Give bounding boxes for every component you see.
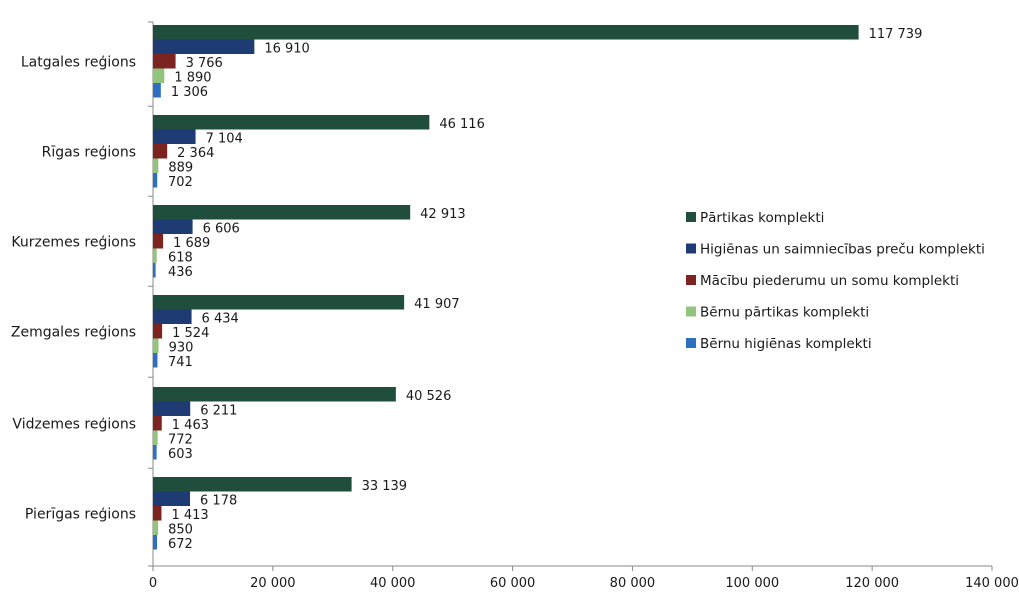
legend-swatch-higienas-un-saimniecibas-precu-komplekti bbox=[686, 243, 696, 254]
data-label-pierigas-regions-bernu-partikas-komplekti: 850 bbox=[168, 523, 193, 538]
bar-zemgales-regions-bernu-partikas-komplekti bbox=[153, 338, 159, 353]
data-label-rigas-regions-partikas-komplekti: 46 116 bbox=[439, 117, 485, 132]
x-tick-label: 140 000 bbox=[965, 576, 1019, 589]
data-label-vidzemes-regions-bernu-higienas-komplekti: 603 bbox=[168, 447, 193, 462]
bar-kurzemes-regions-partikas-komplekti bbox=[153, 205, 411, 220]
x-tick-label: 80 000 bbox=[610, 576, 656, 589]
category-label-pierigas-regions: Pierīgas reģions bbox=[25, 506, 136, 522]
data-label-rigas-regions-bernu-higienas-komplekti: 702 bbox=[168, 175, 193, 190]
x-tick-label: 120 000 bbox=[845, 576, 899, 589]
data-label-latgales-regions-bernu-partikas-komplekti: 1 890 bbox=[174, 71, 211, 86]
bar-rigas-regions-bernu-higienas-komplekti bbox=[153, 173, 158, 188]
data-label-vidzemes-regions-partikas-komplekti: 40 526 bbox=[406, 389, 452, 404]
bar-latgales-regions-bernu-higienas-komplekti bbox=[153, 83, 161, 98]
legend-label-partikas-komplekti: Pārtikas komplekti bbox=[700, 210, 824, 226]
data-label-kurzemes-regions-bernu-higienas-komplekti: 436 bbox=[168, 265, 193, 280]
bar-pierigas-regions-bernu-higienas-komplekti bbox=[153, 535, 158, 550]
data-label-zemgales-regions-partikas-komplekti: 41 907 bbox=[414, 297, 460, 312]
bar-rigas-regions-higienas-un-saimniecibas-precu-komplekti bbox=[153, 129, 196, 144]
data-label-vidzemes-regions-bernu-partikas-komplekti: 772 bbox=[168, 433, 193, 448]
x-tick-label: 100 000 bbox=[725, 576, 779, 589]
bar-kurzemes-regions-macibu-piederumu-un-somu-komplekti bbox=[153, 234, 164, 249]
bar-vidzemes-regions-partikas-komplekti bbox=[153, 387, 396, 402]
bar-latgales-regions-bernu-partikas-komplekti bbox=[153, 68, 165, 83]
category-label-vidzemes-regions: Vidzemes reģions bbox=[12, 416, 136, 432]
data-label-kurzemes-regions-bernu-partikas-komplekti: 618 bbox=[168, 251, 193, 266]
bar-kurzemes-regions-bernu-partikas-komplekti bbox=[153, 248, 157, 263]
bar-pierigas-regions-bernu-partikas-komplekti bbox=[153, 520, 159, 535]
bar-zemgales-regions-higienas-un-saimniecibas-precu-komplekti bbox=[153, 309, 192, 324]
legend-label-bernu-partikas-komplekti: Bērnu pārtikas komplekti bbox=[700, 305, 869, 321]
data-label-pierigas-regions-partikas-komplekti: 33 139 bbox=[362, 479, 408, 494]
legend-swatch-macibu-piederumu-un-somu-komplekti bbox=[686, 275, 696, 285]
data-label-rigas-regions-bernu-partikas-komplekti: 889 bbox=[168, 161, 193, 176]
data-label-pierigas-regions-macibu-piederumu-un-somu-komplekti: 1 413 bbox=[171, 508, 208, 523]
bar-pierigas-regions-macibu-piederumu-un-somu-komplekti bbox=[153, 506, 162, 521]
x-tick-label: 60 000 bbox=[490, 576, 536, 589]
category-label-zemgales-regions: Zemgales reģions bbox=[11, 324, 136, 340]
data-label-zemgales-regions-bernu-higienas-komplekti: 741 bbox=[168, 355, 193, 370]
data-label-latgales-regions-macibu-piederumu-un-somu-komplekti: 3 766 bbox=[186, 56, 223, 71]
bar-vidzemes-regions-bernu-higienas-komplekti bbox=[153, 445, 157, 460]
bar-vidzemes-regions-higienas-un-saimniecibas-precu-komplekti bbox=[153, 401, 191, 416]
legend-swatch-partikas-komplekti bbox=[686, 212, 696, 222]
data-label-kurzemes-regions-macibu-piederumu-un-somu-komplekti: 1 689 bbox=[173, 236, 210, 251]
bar-zemgales-regions-macibu-piederumu-un-somu-komplekti bbox=[153, 324, 163, 339]
bar-rigas-regions-macibu-piederumu-un-somu-komplekti bbox=[153, 144, 168, 159]
data-label-vidzemes-regions-higienas-un-saimniecibas-precu-komplekti: 6 211 bbox=[200, 404, 237, 419]
data-label-pierigas-regions-bernu-higienas-komplekti: 672 bbox=[168, 537, 193, 552]
data-label-latgales-regions-partikas-komplekti: 117 739 bbox=[869, 27, 923, 42]
category-label-latgales-regions: Latgales reģions bbox=[21, 54, 136, 70]
bar-pierigas-regions-partikas-komplekti bbox=[153, 477, 352, 492]
legend-label-bernu-higienas-komplekti: Bērnu higiēnas komplekti bbox=[700, 336, 872, 352]
bar-zemgales-regions-bernu-higienas-komplekti bbox=[153, 353, 158, 368]
x-tick-label: 20 000 bbox=[250, 576, 296, 589]
x-tick-label: 40 000 bbox=[370, 576, 416, 589]
bar-zemgales-regions-partikas-komplekti bbox=[153, 295, 405, 310]
data-label-kurzemes-regions-higienas-un-saimniecibas-precu-komplekti: 6 606 bbox=[203, 222, 240, 237]
data-label-rigas-regions-macibu-piederumu-un-somu-komplekti: 2 364 bbox=[177, 146, 214, 161]
legend-label-macibu-piederumu-un-somu-komplekti: Mācību piederumu un somu komplekti bbox=[700, 273, 959, 289]
data-label-pierigas-regions-higienas-un-saimniecibas-precu-komplekti: 6 178 bbox=[200, 494, 237, 509]
bar-rigas-regions-bernu-partikas-komplekti bbox=[153, 158, 159, 173]
bar-kurzemes-regions-bernu-higienas-komplekti bbox=[153, 263, 156, 278]
bar-kurzemes-regions-higienas-un-saimniecibas-precu-komplekti bbox=[153, 219, 193, 234]
legend-swatch-bernu-higienas-komplekti bbox=[686, 338, 696, 348]
category-label-kurzemes-regions: Kurzemes reģions bbox=[11, 234, 136, 250]
bar-latgales-regions-partikas-komplekti bbox=[153, 25, 859, 40]
category-label-rigas-regions: Rīgas reģions bbox=[42, 144, 136, 160]
data-label-zemgales-regions-macibu-piederumu-un-somu-komplekti: 1 524 bbox=[172, 326, 209, 341]
data-label-kurzemes-regions-partikas-komplekti: 42 913 bbox=[420, 207, 466, 222]
legend-swatch-bernu-partikas-komplekti bbox=[686, 306, 696, 317]
data-label-zemgales-regions-higienas-un-saimniecibas-precu-komplekti: 6 434 bbox=[202, 312, 239, 327]
data-label-zemgales-regions-bernu-partikas-komplekti: 930 bbox=[169, 341, 194, 356]
data-label-latgales-regions-higienas-un-saimniecibas-precu-komplekti: 16 910 bbox=[264, 42, 310, 57]
bar-vidzemes-regions-macibu-piederumu-un-somu-komplekti bbox=[153, 416, 162, 431]
bar-latgales-regions-higienas-un-saimniecibas-precu-komplekti bbox=[153, 39, 255, 54]
bar-pierigas-regions-higienas-un-saimniecibas-precu-komplekti bbox=[153, 491, 191, 506]
data-label-rigas-regions-higienas-un-saimniecibas-precu-komplekti: 7 104 bbox=[206, 132, 243, 147]
legend-label-higienas-un-saimniecibas-precu-komplekti: Higiēnas un saimniecības preču komplekti bbox=[700, 242, 985, 258]
data-label-vidzemes-regions-macibu-piederumu-un-somu-komplekti: 1 463 bbox=[172, 418, 209, 433]
data-label-latgales-regions-bernu-higienas-komplekti: 1 306 bbox=[171, 85, 208, 100]
bar-vidzemes-regions-bernu-partikas-komplekti bbox=[153, 430, 158, 445]
x-tick-label: 0 bbox=[149, 576, 157, 589]
bar-rigas-regions-partikas-komplekti bbox=[153, 115, 430, 130]
bar-latgales-regions-macibu-piederumu-un-somu-komplekti bbox=[153, 54, 176, 69]
